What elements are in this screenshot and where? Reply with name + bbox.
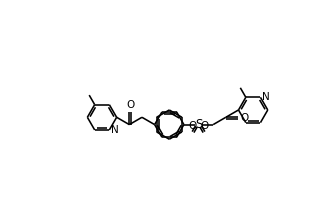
- Text: O: O: [188, 121, 197, 131]
- Text: O: O: [126, 100, 134, 110]
- Text: N: N: [111, 125, 119, 135]
- Text: O: O: [241, 113, 249, 123]
- Text: S: S: [195, 118, 202, 131]
- Text: N: N: [262, 92, 270, 102]
- Text: O: O: [201, 121, 209, 131]
